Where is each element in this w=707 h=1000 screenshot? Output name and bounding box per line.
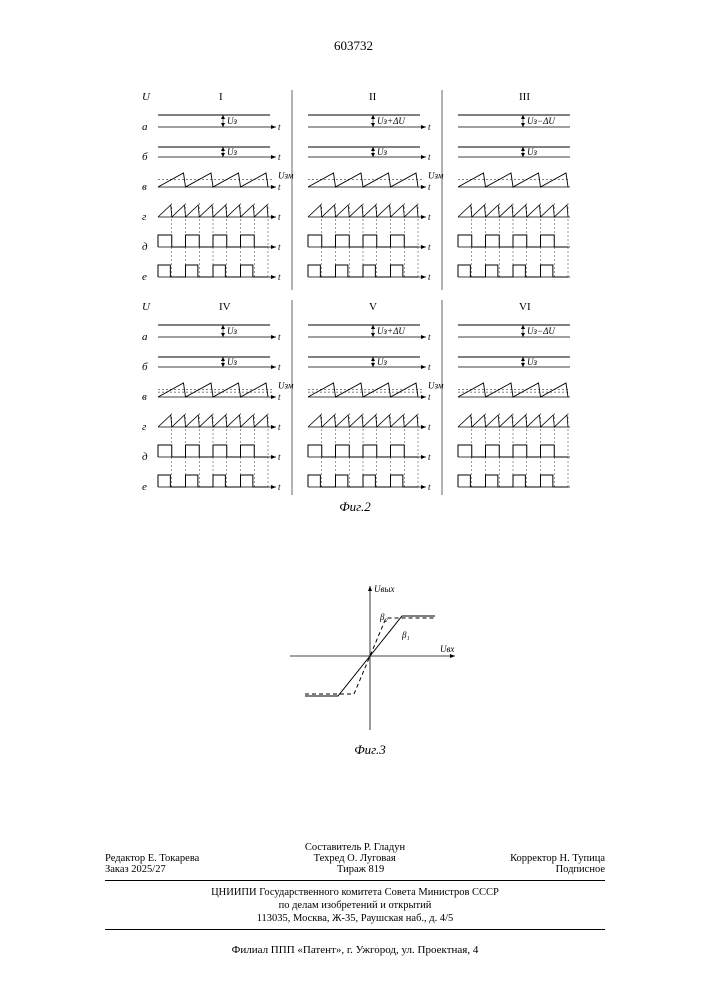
svg-text:t: t [428,272,431,282]
svg-text:t: t [278,182,281,192]
svg-text:t: t [278,332,281,342]
svg-text:t: t [278,242,281,252]
svg-text:Uзм: Uзм [428,171,444,181]
tirazh: Тираж 819 [337,864,384,875]
svg-text:t: t [278,152,281,162]
svg-text:t: t [278,272,281,282]
svg-text:t: t [428,242,431,252]
divider1 [105,880,605,881]
svg-text:г: г [142,421,147,433]
svg-text:б: б [142,151,148,163]
svg-text:t: t [278,362,281,372]
fig2-caption: Фиг.2 [339,499,371,515]
svg-text:t: t [428,482,431,492]
svg-text:t: t [428,182,431,192]
addr: 113035, Москва, Ж-35, Раушская наб., д. … [105,913,605,924]
svg-text:Uзм: Uзм [278,171,294,181]
svg-text:в: в [142,181,147,193]
fig3-svg: Uвх Uвых β₁ β₂ [280,580,460,740]
svg-text:Uз: Uз [527,357,537,367]
svg-text:t: t [428,122,431,132]
tehred: Техред О. Луговая [314,853,396,864]
svg-text:б: б [142,361,148,373]
zakaz: Заказ 2025/27 [105,864,166,875]
svg-text:t: t [428,332,431,342]
svg-text:Uвх: Uвх [440,644,454,654]
svg-text:д: д [142,241,148,253]
svg-text:Uзм: Uзм [278,381,294,391]
fig2: ItUзtUзtUзмtttIItUз+ΔUtUзtUзмtttIIItUз−Δ… [140,90,570,495]
filial: Филиал ППП «Патент», г. Ужгород, ул. Про… [105,944,605,956]
svg-text:Uз+ΔU: Uз+ΔU [377,326,405,336]
svg-text:t: t [278,122,281,132]
svg-text:II: II [369,91,377,103]
svg-text:III: III [519,91,530,103]
redaktor: Редактор Е. Токарева [105,853,199,864]
svg-text:t: t [278,392,281,402]
svg-text:t: t [278,452,281,462]
svg-text:t: t [278,422,281,432]
svg-text:V: V [369,301,377,313]
svg-text:Uз: Uз [227,326,237,336]
svg-text:t: t [428,152,431,162]
svg-text:t: t [428,212,431,222]
svg-text:t: t [428,392,431,402]
svg-text:t: t [278,212,281,222]
svg-text:I: I [219,91,223,103]
fig3: UвхUвыхβ₁β₂ Фиг.3 [280,580,460,740]
svg-text:t: t [278,482,281,492]
svg-text:Uз: Uз [227,357,237,367]
page-number: 603732 [334,38,373,54]
svg-text:t: t [428,362,431,372]
svg-text:β₂: β₂ [379,612,388,622]
svg-text:t: t [428,422,431,432]
korrektor: Корректор Н. Тупица [510,853,605,864]
svg-text:Uзм: Uзм [428,381,444,391]
svg-text:г: г [142,211,147,223]
svg-text:t: t [428,452,431,462]
svg-text:Uз−ΔU: Uз−ΔU [527,116,555,126]
svg-text:Uз−ΔU: Uз−ΔU [527,326,555,336]
divider2 [105,929,605,930]
svg-text:е: е [142,271,147,283]
svg-text:Uз+ΔU: Uз+ΔU [377,116,405,126]
svg-text:а: а [142,121,148,133]
svg-text:Uз: Uз [377,147,387,157]
svg-text:Uвых: Uвых [374,584,395,594]
svg-text:VI: VI [519,301,531,313]
fig3-caption: Фиг.3 [354,742,386,758]
credits-row: Редактор Е. Токарева Техред О. Луговая К… [105,853,605,864]
org2: по делам изобретений и открытий [105,900,605,911]
svg-text:U: U [142,91,151,103]
svg-text:Uз: Uз [227,147,237,157]
svg-text:Uз: Uз [227,116,237,126]
print-row: Заказ 2025/27 Тираж 819 Подписное [105,864,605,875]
podpisnoe: Подписное [556,864,605,875]
footer: Составитель Р. Гладун Редактор Е. Токаре… [105,840,605,935]
svg-text:β₁: β₁ [401,630,410,640]
svg-text:а: а [142,331,148,343]
svg-text:в: в [142,391,147,403]
svg-text:IV: IV [219,301,231,313]
org1: ЦНИИПИ Государственного комитета Совета … [105,887,605,898]
svg-text:U: U [142,301,151,313]
fig2-svg: ItUзtUзtUзмtttIItUз+ΔUtUзtUзмtttIIItUз−Δ… [140,90,570,495]
svg-text:Uз: Uз [377,357,387,367]
sostavitel: Составитель Р. Гладун [105,842,605,853]
svg-text:д: д [142,451,148,463]
svg-text:Uз: Uз [527,147,537,157]
svg-text:е: е [142,481,147,493]
